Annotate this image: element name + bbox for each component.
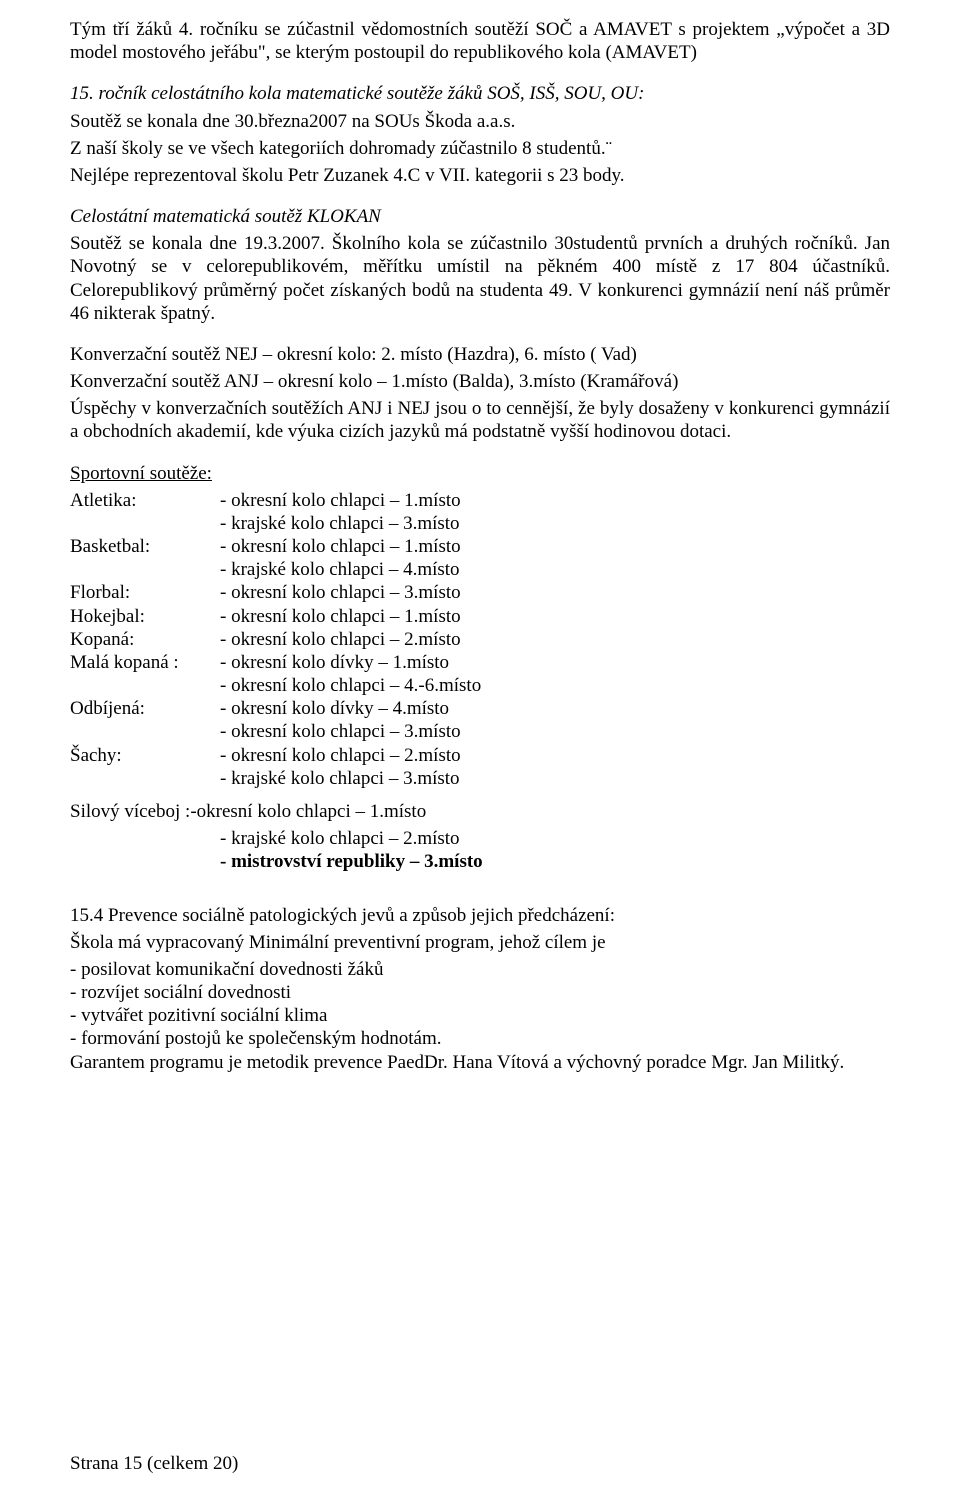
sports-row: - okresní kolo chlapci – 4.-6.místo [70, 674, 890, 697]
sports-label [70, 767, 220, 790]
sports-result: - okresní kolo chlapci – 1.místo [220, 535, 890, 558]
sports-row: - okresní kolo chlapci – 3.místo [70, 720, 890, 743]
sports-result: - okresní kolo chlapci – 2.místo [220, 628, 890, 651]
sports-label: Florbal: [70, 581, 220, 604]
prevence-item: - rozvíjet sociální dovednosti [70, 981, 890, 1004]
sports-result: - okresní kolo chlapci – 4.-6.místo [220, 674, 890, 697]
sports-result: - okresní kolo chlapci – 2.místo [220, 744, 890, 767]
sports-label [70, 674, 220, 697]
sports-list: Atletika:- okresní kolo chlapci – 1.míst… [70, 489, 890, 790]
silovy-line3-row: - mistrovství republiky – 3.místo [70, 850, 890, 873]
math15-line1: Soutěž se konala dne 30.března2007 na SO… [70, 110, 890, 133]
prevence-p1: Škola má vypracovaný Minimální preventiv… [70, 931, 890, 954]
sports-row: Hokejbal:- okresní kolo chlapci – 1.míst… [70, 605, 890, 628]
prevence-item: - vytvářet pozitivní sociální klima [70, 1004, 890, 1027]
sports-row: Odbíjená:- okresní kolo dívky – 4.místo [70, 697, 890, 720]
sports-row: - krajské kolo chlapci – 3.místo [70, 767, 890, 790]
silovy-line2: - krajské kolo chlapci – 2.místo [220, 827, 890, 850]
prevence-list: - posilovat komunikační dovednosti žáků-… [70, 958, 890, 1051]
sports-row: Kopaná:- okresní kolo chlapci – 2.místo [70, 628, 890, 651]
prevence-garant: Garantem programu je metodik prevence Pa… [70, 1051, 890, 1074]
sports-label: Šachy: [70, 744, 220, 767]
document-page: Tým tří žáků 4. ročníku se zúčastnil věd… [0, 0, 960, 1505]
sports-label: Malá kopaná : [70, 651, 220, 674]
sports-result: - krajské kolo chlapci – 3.místo [220, 512, 890, 535]
sports-label: Basketbal: [70, 535, 220, 558]
spacer [70, 874, 890, 904]
sports-result: - okresní kolo chlapci – 3.místo [220, 720, 890, 743]
sports-label [70, 720, 220, 743]
sports-result: - okresní kolo chlapci – 1.místo [220, 605, 890, 628]
silovy-empty-label [70, 827, 220, 850]
intro-paragraph: Tým tří žáků 4. ročníku se zúčastnil věd… [70, 18, 890, 64]
sports-row: Florbal:- okresní kolo chlapci – 3.místo [70, 581, 890, 604]
math15-line3: Nejlépe reprezentoval školu Petr Zuzanek… [70, 164, 890, 187]
sports-row: - krajské kolo chlapci – 3.místo [70, 512, 890, 535]
sports-result: - okresní kolo dívky – 1.místo [220, 651, 890, 674]
klokan-paragraph: Soutěž se konala dne 19.3.2007. Školního… [70, 232, 890, 325]
prevence-item: - formování postojů ke společenským hodn… [70, 1027, 890, 1050]
page-footer: Strana 15 (celkem 20) [70, 1453, 238, 1475]
sports-result: - krajské kolo chlapci – 4.místo [220, 558, 890, 581]
sports-row: Atletika:- okresní kolo chlapci – 1.míst… [70, 489, 890, 512]
sports-row: Šachy:- okresní kolo chlapci – 2.místo [70, 744, 890, 767]
sports-label [70, 558, 220, 581]
silovy-line2-row: - krajské kolo chlapci – 2.místo [70, 827, 890, 850]
sports-heading: Sportovní soutěže: [70, 462, 890, 485]
sports-label: Hokejbal: [70, 605, 220, 628]
sports-result: - okresní kolo chlapci – 1.místo [220, 489, 890, 512]
konverzace-note: Úspěchy v konverzačních soutěžích ANJ i … [70, 397, 890, 443]
sports-row: Basketbal:- okresní kolo chlapci – 1.mís… [70, 535, 890, 558]
sports-result: - okresní kolo dívky – 4.místo [220, 697, 890, 720]
sports-row: - krajské kolo chlapci – 4.místo [70, 558, 890, 581]
math15-title: 15. ročník celostátního kola matematické… [70, 82, 890, 105]
prevence-heading: 15.4 Prevence sociálně patologických jev… [70, 904, 890, 927]
konverzace-anj: Konverzační soutěž ANJ – okresní kolo – … [70, 370, 890, 393]
sports-label: Odbíjená: [70, 697, 220, 720]
sports-result: - krajské kolo chlapci – 3.místo [220, 767, 890, 790]
prevence-item: - posilovat komunikační dovednosti žáků [70, 958, 890, 981]
silovy-line3: - mistrovství republiky – 3.místo [220, 850, 890, 873]
klokan-title: Celostátní matematická soutěž KLOKAN [70, 205, 890, 228]
sports-label [70, 512, 220, 535]
sports-result: - okresní kolo chlapci – 3.místo [220, 581, 890, 604]
konverzace-nej: Konverzační soutěž NEJ – okresní kolo: 2… [70, 343, 890, 366]
silovy-line1: Silový víceboj :-okresní kolo chlapci – … [70, 800, 890, 823]
silovy-empty-label2 [70, 850, 220, 873]
math15-line2: Z naší školy se ve všech kategoriích doh… [70, 137, 890, 160]
sports-row: Malá kopaná :- okresní kolo dívky – 1.mí… [70, 651, 890, 674]
sports-label: Kopaná: [70, 628, 220, 651]
sports-label: Atletika: [70, 489, 220, 512]
